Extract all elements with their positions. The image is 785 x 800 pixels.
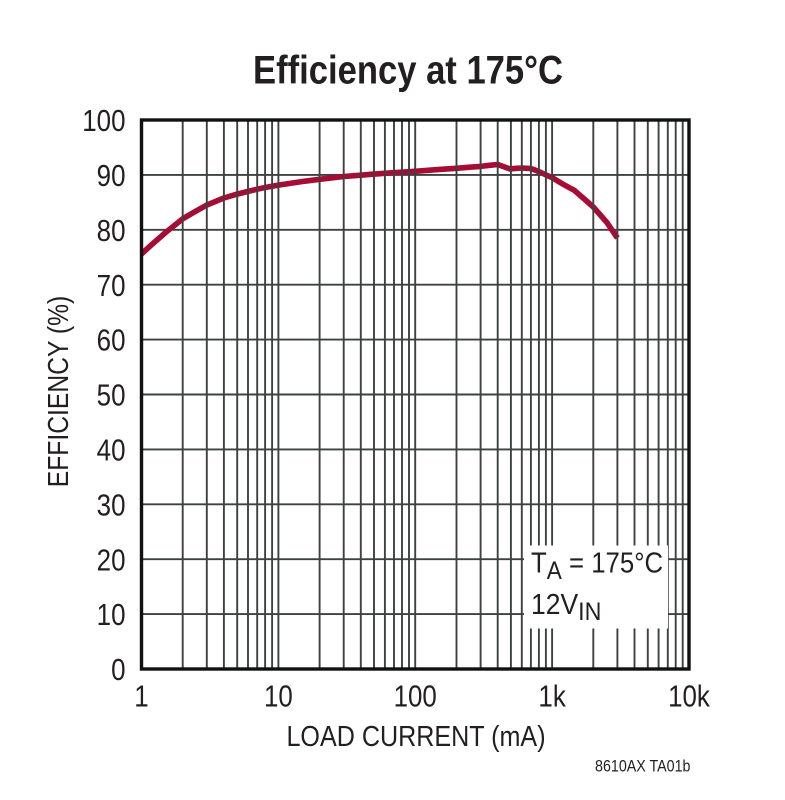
svg-text:100: 100 [82, 103, 125, 137]
svg-text:90: 90 [97, 158, 126, 192]
svg-text:100: 100 [394, 678, 437, 712]
svg-text:1: 1 [134, 678, 148, 712]
svg-text:80: 80 [97, 213, 126, 247]
svg-text:40: 40 [97, 432, 126, 466]
svg-text:20: 20 [97, 542, 126, 576]
svg-text:10k: 10k [668, 678, 711, 712]
svg-text:Efficiency at 175°C: Efficiency at 175°C [253, 47, 563, 92]
svg-text:30: 30 [97, 487, 126, 521]
svg-text:TA = 175°C: TA = 175°C [531, 546, 663, 585]
svg-text:0: 0 [111, 652, 125, 686]
svg-text:LOAD CURRENT (mA): LOAD CURRENT (mA) [286, 720, 545, 752]
svg-text:8610AX TA01b: 8610AX TA01b [595, 757, 691, 775]
svg-text:60: 60 [97, 323, 126, 357]
svg-text:EFFICIENCY (%): EFFICIENCY (%) [42, 296, 74, 487]
svg-text:10: 10 [97, 597, 126, 631]
svg-text:50: 50 [97, 378, 126, 412]
svg-text:70: 70 [97, 268, 126, 302]
svg-text:10: 10 [264, 678, 293, 712]
svg-text:1k: 1k [538, 678, 566, 712]
